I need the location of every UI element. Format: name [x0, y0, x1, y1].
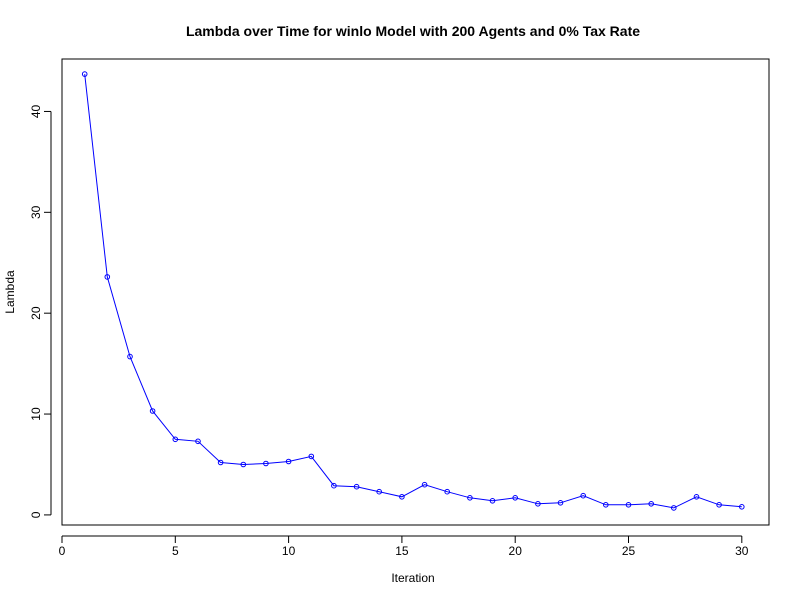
y-tick-label: 40 — [29, 104, 43, 118]
data-point — [716, 502, 722, 508]
data-point — [104, 274, 111, 280]
data-point — [127, 353, 133, 360]
y-tick-label: 20 — [29, 306, 43, 320]
x-tick-label: 25 — [622, 544, 636, 558]
data-point — [195, 438, 201, 445]
x-tick-label: 5 — [172, 544, 179, 558]
data-point — [308, 453, 315, 460]
y-tick-label: 30 — [29, 205, 43, 219]
data-point — [263, 460, 269, 467]
data-point — [81, 71, 88, 77]
data-point — [580, 492, 587, 499]
data-point — [557, 500, 564, 506]
data-point — [240, 461, 247, 468]
x-axis: 0 5 10 15 20 25 30 — [59, 535, 749, 558]
y-tick-label: 10 — [29, 407, 43, 421]
data-point — [739, 504, 745, 510]
data-point — [535, 501, 541, 507]
x-tick-label: 0 — [59, 544, 66, 558]
data-point — [172, 436, 179, 443]
x-tick-label: 15 — [395, 544, 409, 558]
data-point — [625, 502, 632, 508]
y-axis: 0 10 20 30 40 — [29, 104, 52, 518]
x-tick-label: 10 — [282, 544, 296, 558]
data-point — [512, 495, 519, 501]
x-tick-label: 20 — [509, 544, 523, 558]
data-point — [399, 494, 405, 500]
data-point — [331, 482, 337, 489]
y-axis-label: Lambda — [3, 270, 17, 314]
data-point — [603, 502, 609, 508]
x-axis-label: Iteration — [391, 571, 434, 585]
data-point — [693, 494, 700, 500]
y-tick-label: 0 — [29, 511, 43, 518]
data-point — [421, 481, 428, 488]
data-point — [217, 459, 224, 466]
series-lambda — [81, 71, 745, 511]
chart-title: Lambda over Time for winlo Model with 20… — [186, 23, 640, 39]
data-point — [285, 458, 292, 465]
data-point — [149, 408, 156, 414]
x-tick-label: 30 — [735, 544, 749, 558]
series-line — [84, 74, 742, 509]
data-point — [444, 488, 451, 495]
data-point — [648, 501, 655, 507]
data-point — [376, 488, 383, 495]
data-point — [353, 483, 360, 490]
data-point — [671, 505, 677, 511]
plot-frame — [61, 58, 770, 526]
data-point — [467, 495, 473, 501]
data-point — [489, 498, 496, 504]
